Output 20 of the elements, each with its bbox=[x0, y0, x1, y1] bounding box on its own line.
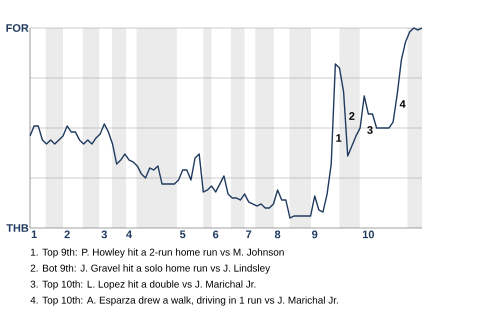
x-tick-label: 4 bbox=[126, 230, 132, 238]
x-tick-label: 9 bbox=[312, 230, 318, 238]
text: 3. Top 10th: L. Lopez hit a double vs J. Marichal Jr. bbox=[30, 280, 256, 290]
x-tick-label: 6 bbox=[213, 230, 218, 238]
annotation: 2 bbox=[349, 112, 354, 120]
annotation: 1 bbox=[336, 134, 342, 142]
text: FOR bbox=[6, 24, 29, 32]
x-tick-label: 1 bbox=[32, 230, 37, 238]
text: THB bbox=[6, 224, 28, 232]
text: 1. Top 9th: P. Howley hit a 2-run home run vs M. Johnson bbox=[30, 248, 284, 258]
text: 2. Bot 9th: J. Gravel hit a solo home run vs J. Lindsley bbox=[30, 264, 270, 274]
annotation: 3 bbox=[367, 126, 373, 134]
annotation: 4 bbox=[400, 100, 406, 108]
x-tick-label: 3 bbox=[101, 230, 107, 238]
x-tick-label: 7 bbox=[246, 230, 252, 238]
text: 4. Top 10th: A. Esparza drew a walk, driving in 1 run vs J. Marichal Jr. bbox=[30, 296, 338, 306]
x-tick-label: 2 bbox=[64, 230, 70, 238]
x-tick-label: 5 bbox=[180, 230, 186, 238]
x-tick-label: 10 bbox=[362, 230, 374, 238]
x-tick-label: 8 bbox=[274, 230, 280, 238]
